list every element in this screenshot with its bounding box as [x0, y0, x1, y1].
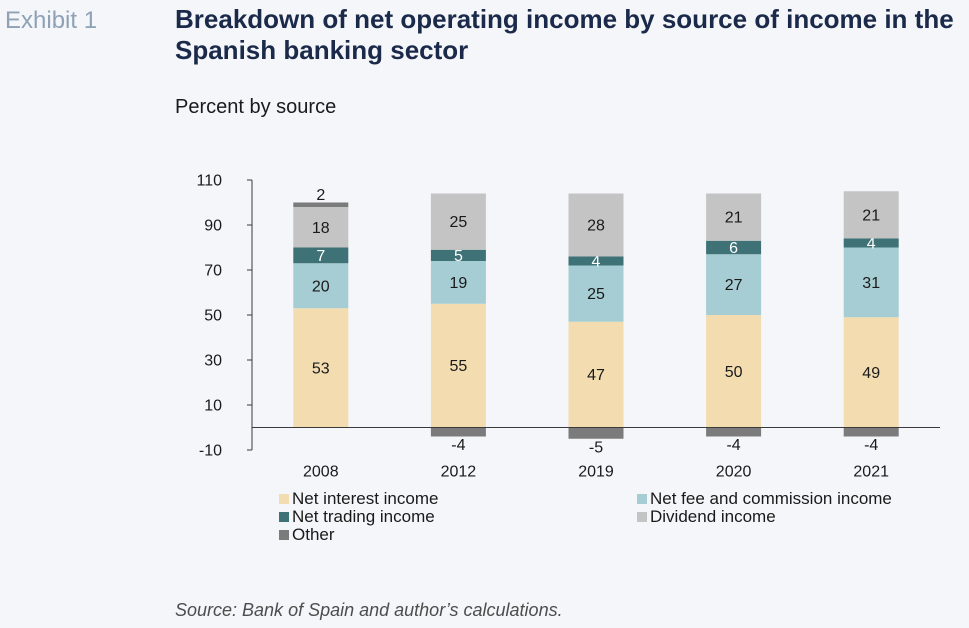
bar-segment-other-2012 — [430, 427, 486, 437]
data-label-net-trading-income-2021: 4 — [867, 236, 876, 253]
bar-segment-dividend-income-2012 — [430, 193, 486, 250]
data-label-other-2021: -4 — [864, 437, 878, 454]
legend-swatch-other — [279, 530, 289, 540]
y-tick-label: 110 — [196, 173, 222, 190]
y-tick-label: 50 — [204, 308, 222, 325]
legend-item-dividend-income: Dividend income — [637, 508, 776, 526]
data-label-net-trading-income-2008: 7 — [316, 248, 325, 265]
y-tick-label: 30 — [204, 353, 222, 370]
bar-segment-net-fee-and-commission-income-2020 — [706, 254, 762, 315]
y-tick-label: 90 — [204, 218, 222, 235]
bar-segment-net-fee-and-commission-income-2019 — [568, 265, 624, 322]
bar-segment-net-trading-income-2012 — [430, 249, 486, 261]
bar-segment-dividend-income-2008 — [293, 207, 349, 248]
x-tick-label-2021: 2021 — [853, 464, 889, 481]
data-label-net-interest-income-2012: 55 — [450, 358, 468, 375]
y-tick-label: -10 — [199, 443, 222, 460]
legend-label-net-fee-and-commission-income: Net fee and commission income — [650, 489, 892, 508]
x-tick-label-2019: 2019 — [578, 464, 614, 481]
legend-label-net-interest-income: Net interest income — [292, 489, 439, 508]
bar-segment-net-trading-income-2008 — [293, 247, 349, 264]
legend-swatch-dividend-income — [637, 512, 647, 522]
legend-item-net-trading-income: Net trading income — [279, 508, 435, 526]
source-note: Source: Bank of Spain and author’s calcu… — [175, 600, 563, 620]
legend-swatch-net-fee-and-commission-income — [637, 494, 647, 504]
bar-segment-dividend-income-2020 — [706, 193, 762, 241]
bar-segment-other-2008 — [293, 202, 349, 207]
bar-segment-other-2020 — [706, 427, 762, 437]
legend-label-dividend-income: Dividend income — [650, 507, 776, 526]
legend-swatch-net-trading-income — [279, 512, 289, 522]
chart-subtitle: Percent by source — [175, 96, 337, 118]
data-label-other-2008: 2 — [316, 187, 325, 204]
data-label-net-interest-income-2020: 50 — [725, 364, 743, 381]
data-label-dividend-income-2008: 18 — [312, 220, 330, 237]
data-label-other-2012: -4 — [451, 437, 465, 454]
data-label-other-2019: -5 — [589, 439, 603, 456]
bar-segment-net-fee-and-commission-income-2021 — [843, 247, 899, 318]
data-label-net-interest-income-2008: 53 — [312, 360, 330, 377]
bar-segment-net-interest-income-2019 — [568, 321, 624, 428]
data-label-net-fee-and-commission-income-2020: 27 — [725, 277, 743, 294]
bar-segment-net-trading-income-2019 — [568, 256, 624, 266]
data-label-net-fee-and-commission-income-2021: 31 — [862, 275, 880, 292]
bar-segment-net-interest-income-2021 — [843, 317, 899, 428]
bar-segment-net-trading-income-2021 — [843, 238, 899, 248]
exhibit-label: Exhibit 1 — [5, 7, 98, 34]
bar-segment-net-fee-and-commission-income-2008 — [293, 263, 349, 309]
x-tick-label-2012: 2012 — [441, 464, 477, 481]
bar-segment-net-interest-income-2008 — [293, 308, 349, 428]
bar-segment-dividend-income-2019 — [568, 193, 624, 257]
data-label-net-trading-income-2019: 4 — [592, 254, 601, 271]
data-label-other-2020: -4 — [726, 437, 740, 454]
data-label-net-interest-income-2019: 47 — [587, 367, 605, 384]
bar-segment-dividend-income-2021 — [843, 191, 899, 239]
y-tick-label: 70 — [204, 263, 222, 280]
bar-segment-net-fee-and-commission-income-2012 — [430, 261, 486, 304]
data-label-dividend-income-2021: 21 — [862, 207, 880, 224]
legend-label-net-trading-income: Net trading income — [292, 507, 435, 526]
legend-item-net-interest-income: Net interest income — [279, 490, 438, 508]
bar-segment-net-interest-income-2020 — [706, 315, 762, 428]
data-label-net-trading-income-2012: 5 — [454, 248, 463, 265]
data-label-net-fee-and-commission-income-2012: 19 — [450, 275, 468, 292]
legend-swatch-net-interest-income — [279, 494, 289, 504]
bar-segment-other-2021 — [843, 427, 899, 437]
data-label-net-fee-and-commission-income-2019: 25 — [587, 286, 605, 303]
x-tick-label-2008: 2008 — [303, 464, 339, 481]
bar-segment-other-2019 — [568, 427, 624, 439]
legend-label-other: Other — [292, 525, 335, 544]
data-label-net-trading-income-2020: 6 — [729, 240, 738, 257]
data-label-dividend-income-2019: 28 — [587, 218, 605, 235]
chart-title: Breakdown of net operating income by sou… — [175, 4, 954, 65]
bar-segment-net-interest-income-2012 — [430, 303, 486, 428]
data-label-dividend-income-2020: 21 — [725, 210, 743, 227]
data-label-net-interest-income-2021: 49 — [862, 365, 880, 382]
legend-item-net-fee-and-commission-income: Net fee and commission income — [637, 490, 892, 508]
data-label-net-fee-and-commission-income-2008: 20 — [312, 278, 330, 295]
x-tick-label-2020: 2020 — [716, 464, 752, 481]
legend-item-other: Other — [279, 526, 335, 544]
y-tick-label: 10 — [204, 398, 222, 415]
data-label-dividend-income-2012: 25 — [450, 214, 468, 231]
bar-segment-net-trading-income-2020 — [706, 240, 762, 255]
